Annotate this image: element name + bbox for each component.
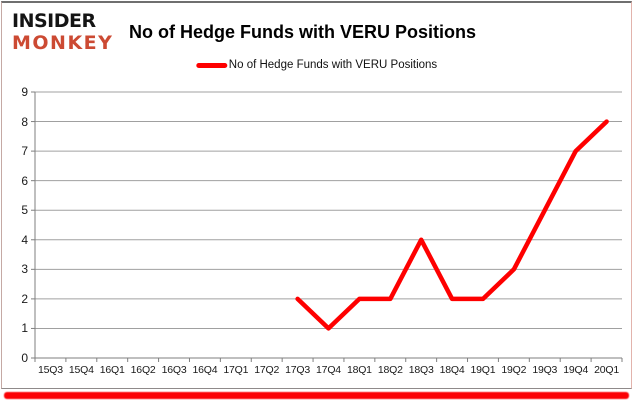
insider-monkey-logo: INSIDER MONKEY <box>12 10 127 54</box>
x-axis-label: 18Q1 <box>346 364 372 376</box>
legend-label: No of Hedge Funds with VERU Positions <box>228 59 438 71</box>
x-axis-label: 17Q2 <box>254 364 280 376</box>
x-axis-label: 16Q3 <box>161 364 187 376</box>
x-axis-label: 19Q4 <box>563 364 589 376</box>
y-axis-label: 8 <box>21 114 28 129</box>
y-axis-label: 6 <box>21 173 28 188</box>
legend-line-swatch <box>195 62 227 68</box>
x-axis-label: 16Q2 <box>130 364 156 376</box>
red-accent-bar <box>4 392 629 399</box>
logo-insider-text: INSIDER <box>12 10 96 32</box>
logo-monkey-text: MONKEY <box>12 32 114 54</box>
x-axis-label: 17Q3 <box>285 364 311 376</box>
y-axis-label: 7 <box>21 144 28 159</box>
x-axis-label: 19Q3 <box>532 364 558 376</box>
x-axis-label: 15Q4 <box>68 364 94 376</box>
y-axis-label: 4 <box>21 232 28 247</box>
chart-card: INSIDER MONKEY No of Hedge Funds with VE… <box>1 1 632 389</box>
x-axis-label: 19Q1 <box>470 364 496 376</box>
legend: No of Hedge Funds with VERU Positions <box>195 59 438 71</box>
y-axis-label: 3 <box>21 262 28 277</box>
x-axis-label: 17Q1 <box>223 364 249 376</box>
x-axis-label: 19Q2 <box>501 364 527 376</box>
line-chart-svg <box>31 91 623 362</box>
y-axis-label: 2 <box>21 291 28 306</box>
y-axis-label: 0 <box>21 351 28 365</box>
x-axis-label: 16Q4 <box>192 364 218 376</box>
x-axis-label: 17Q4 <box>316 364 341 376</box>
y-axis-label: 9 <box>21 85 28 99</box>
data-line-series <box>295 119 609 331</box>
x-axis-label: 15Q3 <box>38 364 63 376</box>
y-axis-label: 5 <box>21 203 28 218</box>
x-axis-label: 20Q1 <box>594 364 619 376</box>
plot-area <box>31 91 623 362</box>
x-axis-label: 18Q3 <box>408 364 434 376</box>
x-axis-label: 16Q1 <box>99 364 125 376</box>
x-axis-label: 18Q2 <box>377 364 403 376</box>
x-axis-label: 18Q4 <box>439 364 465 376</box>
chart-area: 0 1 2 3 4 5 6 7 8 9 15Q3 15Q4 16Q1 16Q2 16Q3 16Q4 17Q1 17… <box>2 85 635 392</box>
chart-title: No of Hedge Funds with VERU Positions <box>129 22 477 42</box>
y-axis-label: 1 <box>21 321 28 336</box>
